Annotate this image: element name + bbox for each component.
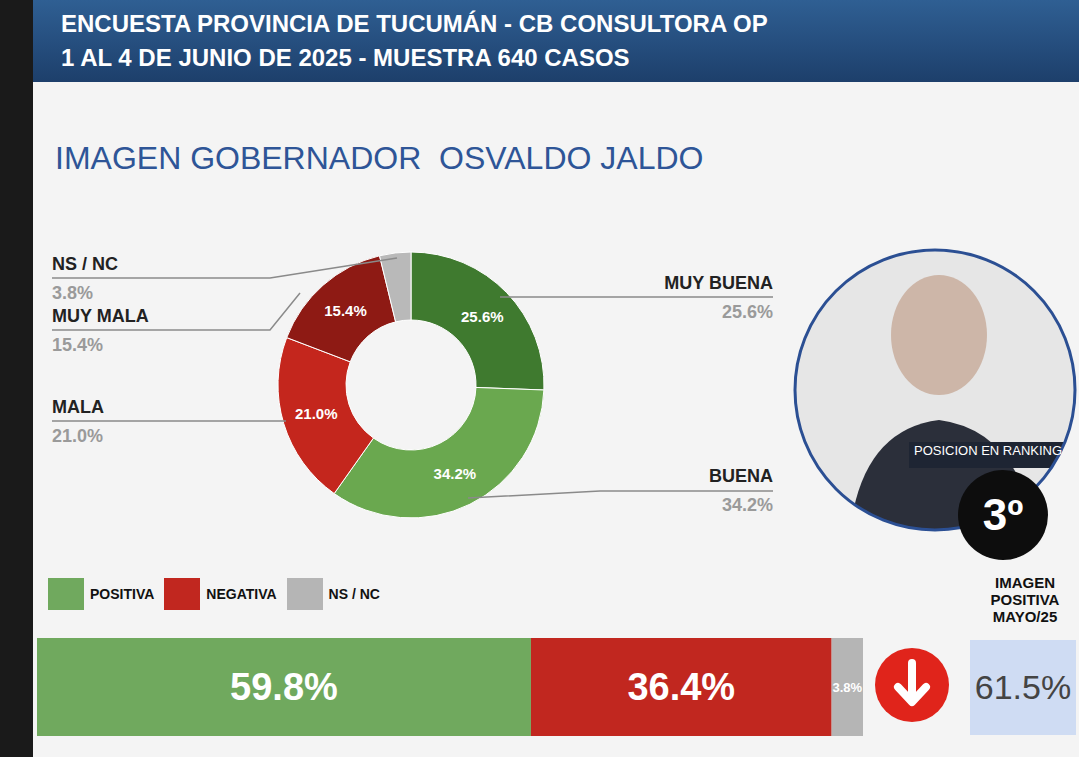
html-text:NEGATIVA: NEGATIVA [206, 586, 277, 602]
html-text:3º: 3º [982, 490, 1024, 539]
svg-text:21.0%: 21.0% [295, 405, 338, 422]
svg-text:36.4%: 36.4% [627, 666, 735, 708]
svg-text:3.8%: 3.8% [832, 680, 862, 695]
html-text:POSICION EN RANKING: POSICION EN RANKING [914, 443, 1063, 458]
html-text:61.5%: 61.5% [974, 668, 1072, 706]
html-text:3.8%: 3.8% [52, 283, 93, 303]
html-text:MUY MALA: MUY MALA [52, 306, 149, 326]
html-text:21.0%: 21.0% [52, 426, 103, 446]
html-text:1 AL 4 DE JUNIO DE 2025 - MUES: 1 AL 4 DE JUNIO DE 2025 - MUESTRA 640 CA… [61, 44, 630, 71]
html-text:15.4%: 15.4% [52, 335, 103, 355]
svg-text:15.4%: 15.4% [324, 302, 367, 319]
html-text:NS / NC: NS / NC [328, 586, 380, 602]
html-text:34.2%: 34.2% [722, 495, 773, 515]
html-text:BUENA: BUENA [709, 466, 773, 486]
html-text:MALA: MALA [52, 397, 104, 417]
svg-text:25.6%: 25.6% [461, 308, 504, 325]
html-text:MUY BUENA: MUY BUENA [664, 273, 773, 293]
html-text:IMAGEN GOBERNADOR OSVALDO JALD: IMAGEN GOBERNADOR OSVALDO JALDO [55, 140, 704, 176]
html-text:IMAGEN POSITIVA MAYO/25: IMAGEN POSITIVA MAYO/25 [990, 574, 1060, 625]
html-text:NS / NC: NS / NC [52, 254, 118, 274]
svg-text:59.8%: 59.8% [230, 666, 338, 708]
html-text:POSITIVA: POSITIVA [90, 586, 155, 602]
svg-text:34.2%: 34.2% [434, 465, 477, 482]
html-text:25.6%: 25.6% [722, 302, 773, 322]
html-text:ENCUESTA PROVINCIA DE TUCUMÁN: ENCUESTA PROVINCIA DE TUCUMÁN - CB CONSU… [61, 10, 768, 37]
